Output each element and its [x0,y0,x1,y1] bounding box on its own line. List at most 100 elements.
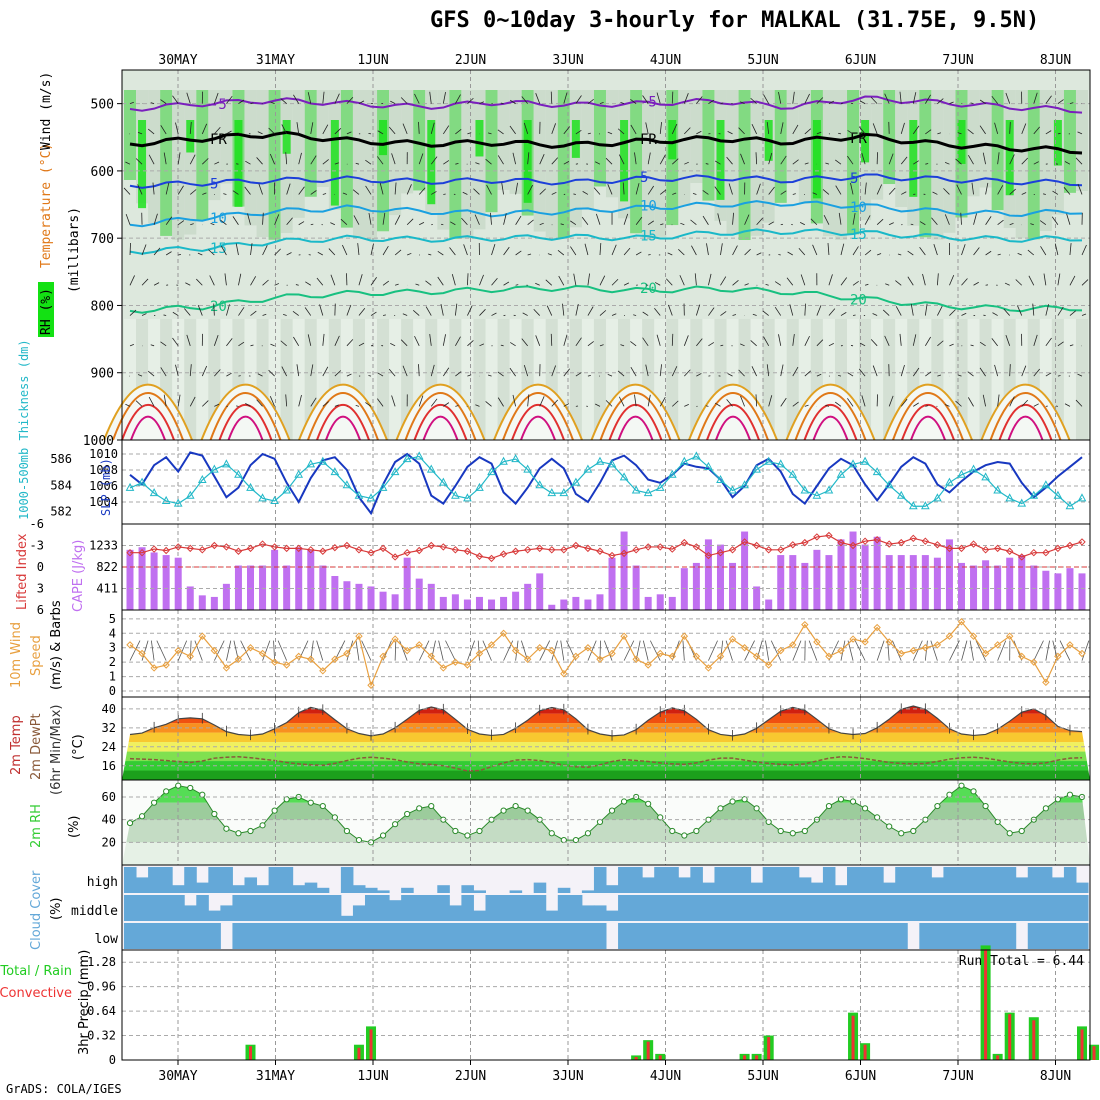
wind-barb [766,122,770,134]
rh2m-marker [898,830,905,837]
wind-barb [647,185,654,195]
cloud-cell-low [533,923,547,949]
temp-ylabel-2: 2m DewPt [29,713,44,780]
wind-barb [768,221,775,226]
surface-wind-barb [482,640,492,661]
wind-barb [895,306,902,316]
wind-barb [852,314,856,316]
wind-barb [789,304,794,316]
rh2m-marker [355,836,363,844]
wind-barb [944,404,950,407]
rh-cell [786,318,799,440]
rh2m-marker [548,830,555,837]
thickness-marker [993,485,1002,494]
wind-barb [838,375,842,377]
wind-barb [852,213,856,225]
rh-cell [678,318,691,440]
precip-tick-label: 0 [109,1053,116,1067]
wind-barb [575,130,582,135]
cloud-cell-middle [280,895,294,921]
precip-frame [121,949,1091,1061]
wind-barb [562,303,565,316]
li-marker [282,544,291,553]
wind-barb [394,182,397,195]
cloud-cell-high [991,867,1005,893]
rh2m-marker [958,782,965,789]
cloud-cell-low [1039,923,1053,949]
wind-barb [573,193,576,195]
cloud-cell-high [1027,867,1041,893]
wind-barb [888,187,896,195]
wind-barb [882,309,890,316]
rh-cell [957,120,966,164]
wind-barb [997,185,1004,195]
temp-band [122,751,1090,762]
rh-cell [569,318,582,440]
wind-barb [852,246,859,256]
temp-tick-label: 32 [102,721,116,735]
cape-bar [632,565,640,610]
thickness-marker [499,456,508,465]
thickness-marker [161,495,171,504]
wind-barb [599,102,604,105]
wind-barb [190,223,194,226]
wind-barb [858,368,866,377]
wind-barb [245,160,251,165]
wind-speed-marker [1078,649,1086,658]
wind-speed-marker [162,661,170,669]
wind-barb [177,394,181,407]
wind-barb [611,244,617,256]
wind-barb [281,366,288,377]
wind-barb [1009,154,1015,165]
cape-bar [692,562,700,610]
wind-barb [744,283,749,286]
cloud-ylabel: Cloud Cover [29,870,44,950]
rh2m-ylabel: 2m RH [29,804,44,848]
cloud-cell-middle [967,895,981,921]
wind-barb [346,96,354,104]
wind-barb [656,334,661,346]
cloud-cell-low [774,923,788,949]
wind-barb [720,243,723,256]
wind-barb [256,399,263,407]
wind-barb [214,127,221,135]
rh-cell [834,90,847,240]
wind-barb [744,214,750,225]
wind-speed-marker [258,649,267,658]
precip-tick-label: 0.32 [87,1029,116,1043]
cloud-cell-middle [979,895,993,921]
thickness-marker [704,461,713,470]
li-marker [897,538,905,547]
wind-barb [394,283,399,286]
isotherm-dome [121,404,175,441]
li-marker [403,548,411,557]
cape-bar [584,599,592,610]
cape-bar [668,596,676,610]
wind-barb [864,283,869,286]
wind-barb [250,344,254,347]
cape-tick-label: 1233 [89,539,118,553]
li-marker [560,546,568,554]
cloud-cell-low [979,923,993,949]
wind-barb [440,303,444,316]
wind-barb [1021,123,1027,135]
wind-barb [430,398,438,407]
surface-wind-barb [399,640,408,661]
rh2m-marker [151,799,158,806]
cloud-cell-high [919,867,932,893]
wind-barb [924,336,931,347]
cape-bar [945,539,953,610]
li-marker [174,543,182,551]
wind-speed-marker [1066,641,1074,649]
precip-conv-bar [369,1029,373,1060]
wind-barb [937,305,943,316]
wind-barb [691,245,697,256]
date-tick-label-bottom: 7JUN [942,1069,973,1084]
wind-barb [322,193,327,195]
isotherm-label: 10 [850,200,867,216]
wind-barb [382,245,389,256]
wind-barb [342,244,348,256]
surface-wind-barb [840,640,846,661]
cape-bar [777,555,785,610]
rh-cell [847,90,860,235]
